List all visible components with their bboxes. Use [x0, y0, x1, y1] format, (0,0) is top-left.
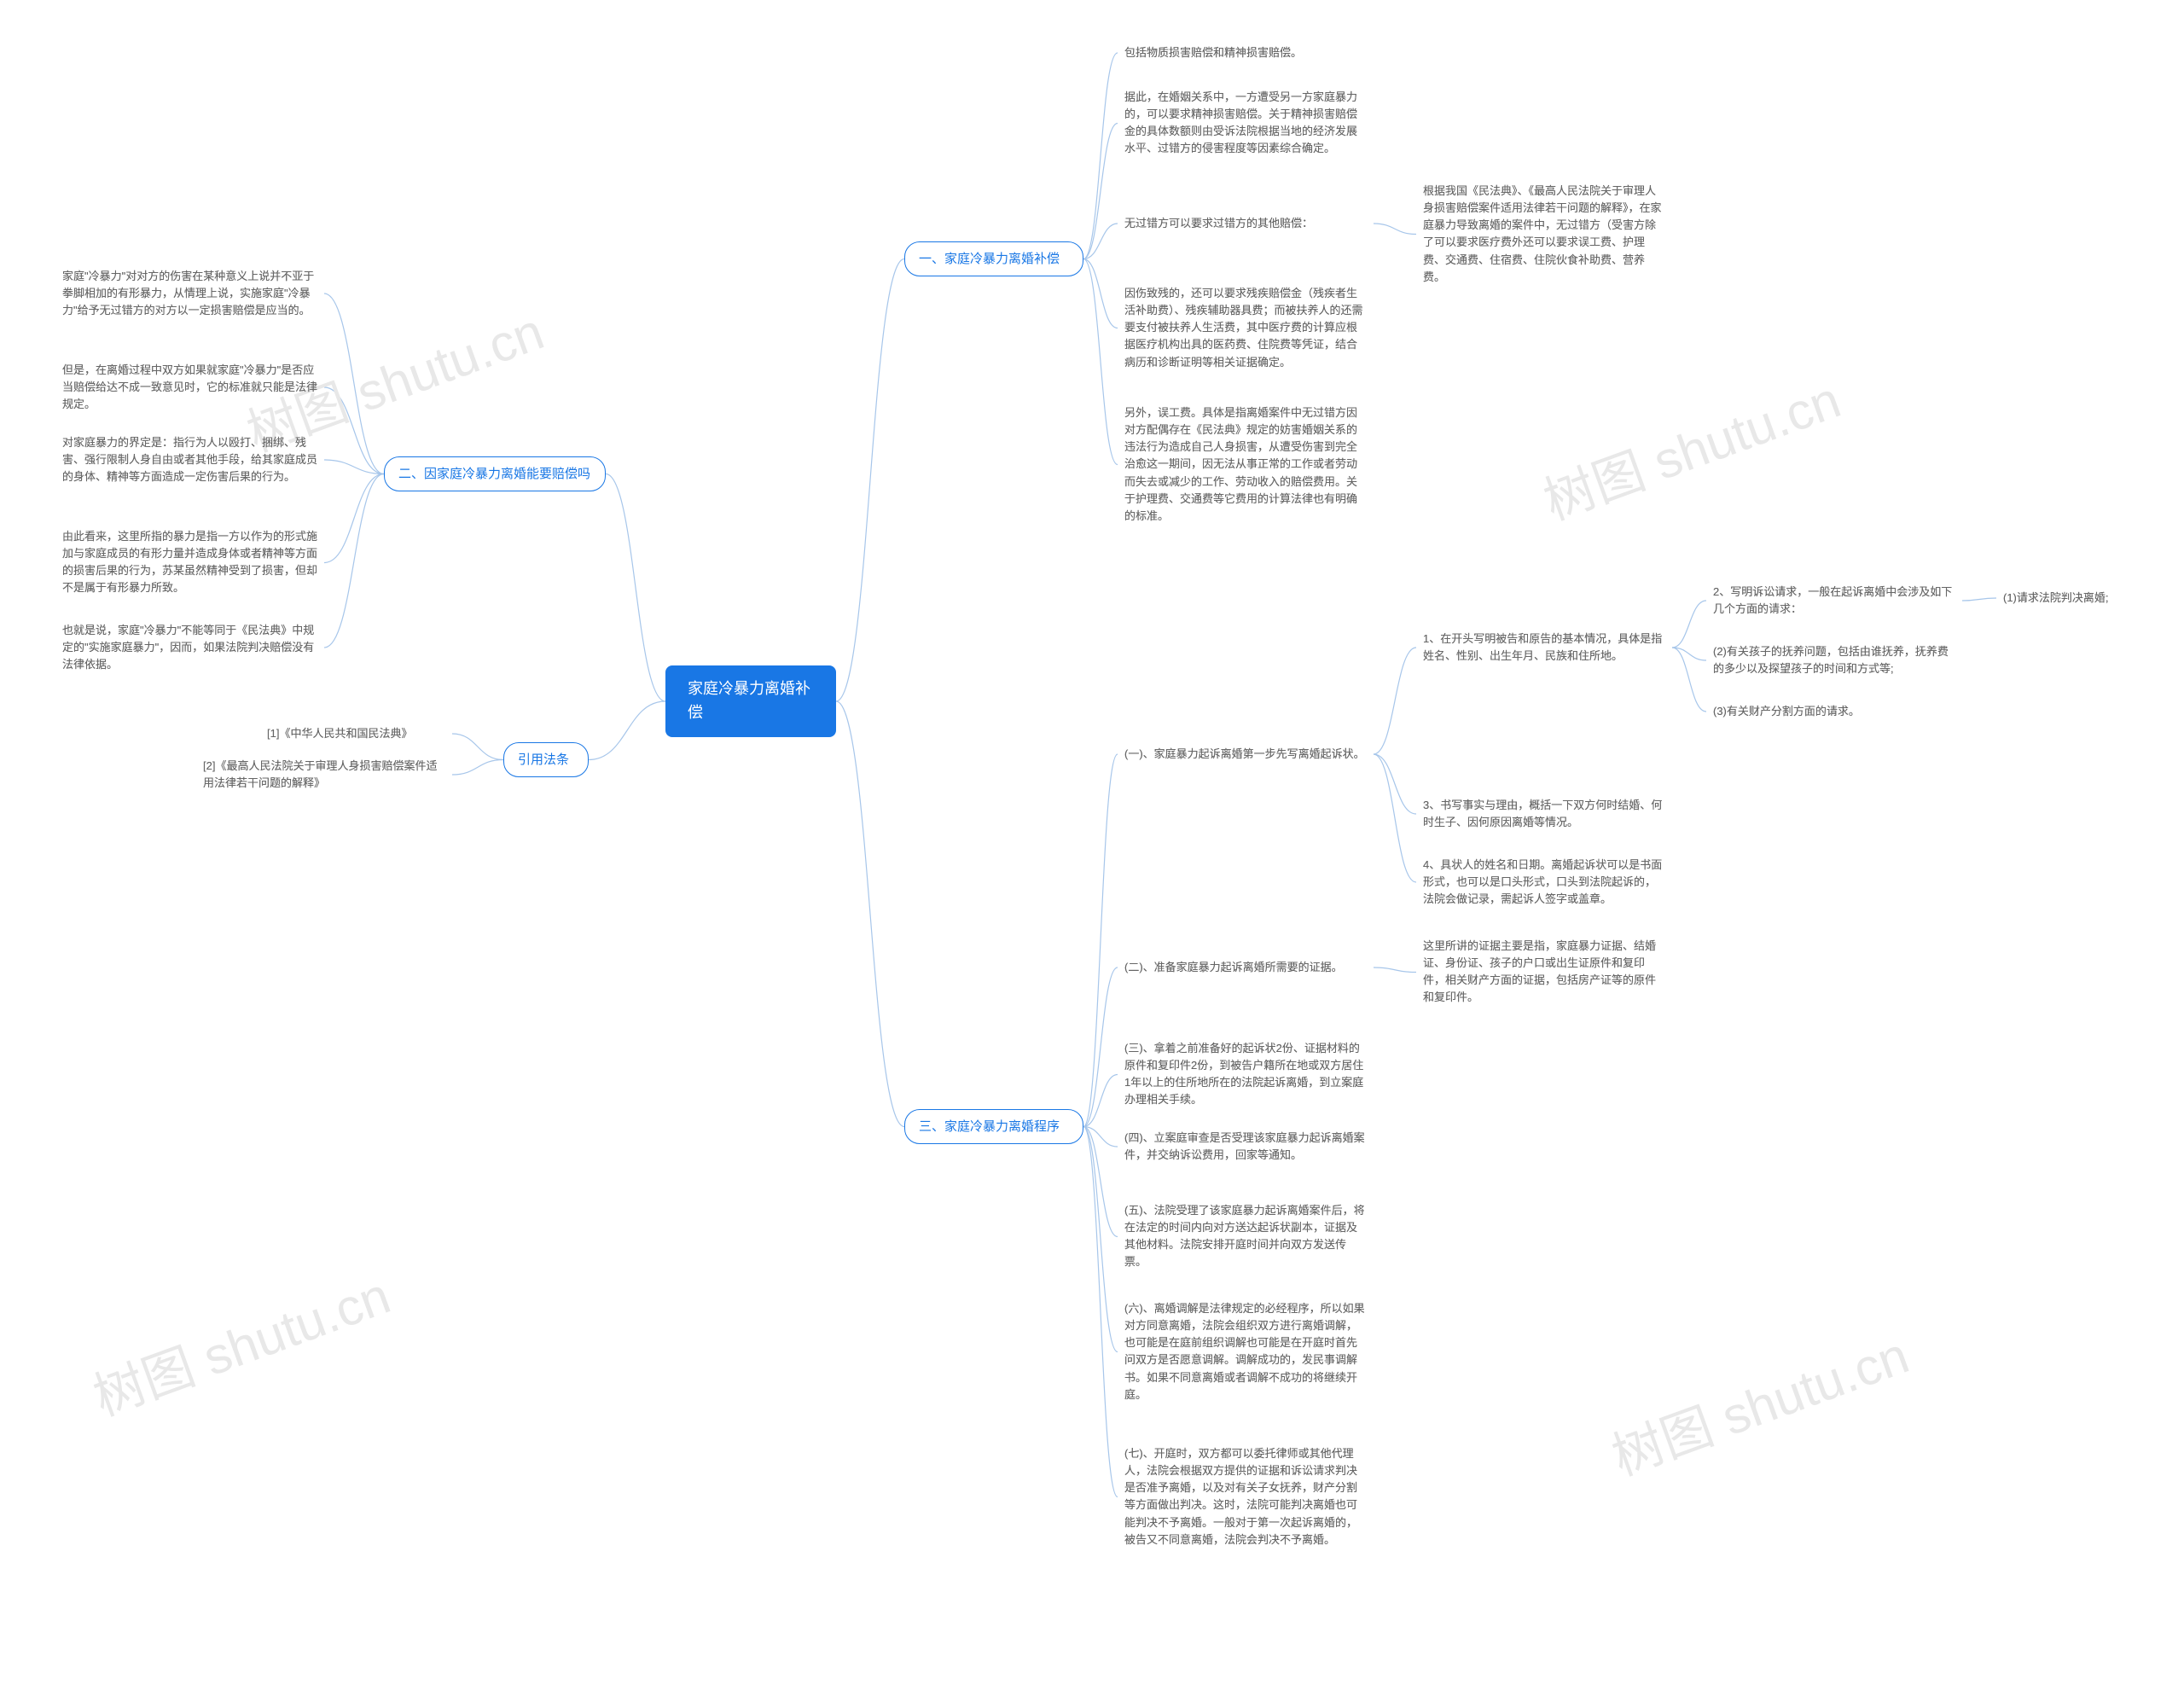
leaf-node[interactable]: [2]《最高人民法院关于审理人身损害赔偿案件适用法律若干问题的解释》 [196, 754, 452, 795]
leaf-node[interactable]: (四)、立案庭审查是否受理该家庭暴力起诉离婚案件，并交纳诉讼费用，回家等通知。 [1118, 1126, 1374, 1167]
mindmap-canvas: 树图 shutu.cn 树图 shutu.cn 树图 shutu.cn 树图 s… [0, 0, 2184, 1685]
leaf-node[interactable]: 据此，在婚姻关系中，一方遭受另一方家庭暴力的，可以要求精神损害赔偿。关于精神损害… [1118, 85, 1374, 161]
leaf-node[interactable]: (三)、拿着之前准备好的起诉状2份、证据材料的原件和复印件2份，到被告户籍所在地… [1118, 1037, 1374, 1113]
leaf-node[interactable]: (一)、家庭暴力起诉离婚第一步先写离婚起诉状。 [1118, 742, 1374, 766]
watermark: 树图 shutu.cn [1600, 1314, 1917, 1490]
leaf-node[interactable]: 对家庭暴力的界定是：指行为人以殴打、捆绑、残害、强行限制人身自由或者其他手段，给… [55, 431, 324, 489]
leaf-node[interactable]: 无过错方可以要求过错方的其他赔偿： [1118, 212, 1374, 235]
branch-node[interactable]: 三、家庭冷暴力离婚程序 [904, 1109, 1083, 1144]
root-node[interactable]: 家庭冷暴力离婚补偿 [665, 665, 836, 737]
leaf-node[interactable]: 4、具状人的姓名和日期。离婚起诉状可以是书面形式，也可以是口头形式，口头到法院起… [1416, 853, 1672, 911]
leaf-node[interactable]: (1)请求法院判决离婚; [1996, 586, 2150, 610]
leaf-node[interactable]: (六)、离婚调解是法律规定的必经程序，所以如果对方同意离婚，法院会组织双方进行离… [1118, 1297, 1374, 1407]
leaf-node[interactable]: (二)、准备家庭暴力起诉离婚所需要的证据。 [1118, 956, 1374, 979]
leaf-node[interactable]: 另外，误工费。具体是指离婚案件中无过错方因对方配偶存在《民法典》规定的妨害婚姻关… [1118, 401, 1374, 528]
leaf-node[interactable]: [1]《中华人民共和国民法典》 [260, 722, 452, 746]
leaf-node[interactable]: 包括物质损害赔偿和精神损害赔偿。 [1118, 41, 1374, 65]
watermark: 树图 shutu.cn [1532, 358, 1849, 534]
leaf-node[interactable]: (3)有关财产分割方面的请求。 [1706, 700, 1962, 723]
leaf-node[interactable]: 家庭"冷暴力"对对方的伤害在某种意义上说并不亚于拳脚相加的有形暴力，从情理上说，… [55, 264, 324, 322]
branch-node[interactable]: 二、因家庭冷暴力离婚能要赔偿吗 [384, 456, 606, 491]
leaf-node[interactable]: (五)、法院受理了该家庭暴力起诉离婚案件后，将在法定的时间内向对方送达起诉状副本… [1118, 1199, 1374, 1275]
branch-node[interactable]: 引用法条 [503, 742, 589, 777]
edge-layer [0, 0, 2184, 1685]
leaf-node[interactable]: 2、写明诉讼请求，一般在起诉离婚中会涉及如下几个方面的请求： [1706, 580, 1962, 621]
leaf-node[interactable]: 由此看来，这里所指的暴力是指一方以作为的形式施加与家庭成员的有形力量并造成身体或… [55, 525, 324, 601]
leaf-node[interactable]: 因伤致残的，还可以要求残疾赔偿金（残疾者生活补助费）、残疾辅助器具费；而被扶养人… [1118, 282, 1374, 375]
leaf-node[interactable]: 1、在开头写明被告和原告的基本情况，具体是指姓名、性别、出生年月、民族和住所地。 [1416, 627, 1672, 668]
leaf-node[interactable]: 这里所讲的证据主要是指，家庭暴力证据、结婚证、身份证、孩子的户口或出生证原件和复… [1416, 934, 1672, 1010]
leaf-node[interactable]: 但是，在离婚过程中双方如果就家庭"冷暴力"是否应当赔偿给达不成一致意见时，它的标… [55, 358, 324, 416]
watermark: 树图 shutu.cn [82, 1254, 398, 1430]
leaf-node[interactable]: (七)、开庭时，双方都可以委托律师或其他代理人，法院会根据双方提供的证据和诉讼请… [1118, 1442, 1374, 1552]
leaf-node[interactable]: 也就是说，家庭"冷暴力"不能等同于《民法典》中规定的"实施家庭暴力"，因而，如果… [55, 619, 324, 677]
leaf-node[interactable]: 3、书写事实与理由，概括一下双方何时结婚、何时生子、因何原因离婚等情况。 [1416, 793, 1672, 834]
branch-node[interactable]: 一、家庭冷暴力离婚补偿 [904, 241, 1083, 276]
leaf-node[interactable]: 根据我国《民法典》、《最高人民法院关于审理人身损害赔偿案件适用法律若干问题的解释… [1416, 179, 1672, 289]
leaf-node[interactable]: (2)有关孩子的抚养问题，包括由谁抚养，抚养费的多少以及探望孩子的时间和方式等; [1706, 640, 1962, 681]
